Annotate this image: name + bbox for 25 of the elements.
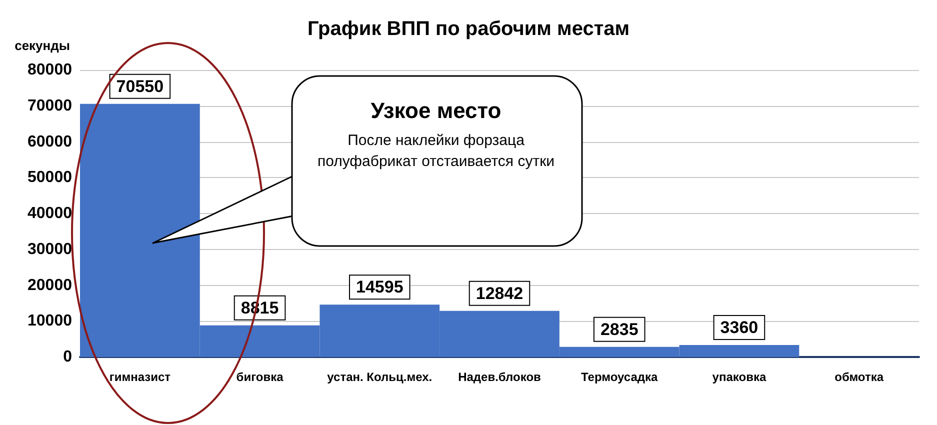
x-tick-label: гимназист [109, 370, 171, 384]
x-tick-label: Термоусадка [581, 370, 658, 384]
data-label: 2835 [600, 320, 638, 339]
x-tick-label: устан. Кольц.мех. [327, 370, 432, 384]
annotation: После наклейки форзаца полуфабрикат отстаивается сутки [316, 131, 556, 172]
data-label: 70550 [116, 76, 164, 96]
y-tick-label: 50000 [28, 169, 72, 186]
y-tick-label: 30000 [28, 240, 72, 258]
y-axis-title: секунды [14, 38, 70, 53]
x-tick-label: биговка [236, 370, 284, 384]
y-tick-label: 20000 [28, 276, 72, 294]
y-tick-label: 0 [63, 348, 72, 366]
x-tick-label: обмотка [834, 370, 884, 384]
x-tick-label: упаковка [712, 370, 766, 384]
y-tick-label: 80000 [28, 62, 72, 78]
y-tick-label: 60000 [28, 133, 72, 150]
data-label: 14595 [356, 278, 404, 297]
y-tick-label: 70000 [28, 97, 72, 114]
data-label: 3360 [720, 318, 758, 337]
data-label: 12842 [476, 284, 524, 303]
y-tick-label: 10000 [28, 312, 72, 330]
annotation: Узкое место [370, 98, 502, 124]
y-tick-label: 40000 [28, 205, 72, 222]
chart-title: График ВПП по рабочим местам [307, 18, 630, 40]
x-tick-label: Надев.блоков [458, 370, 541, 384]
